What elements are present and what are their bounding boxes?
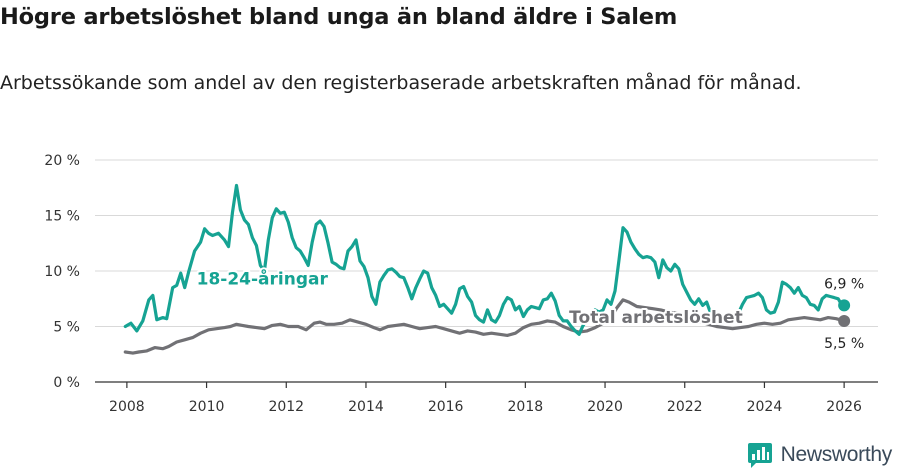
x-tick-label: 2014: [348, 399, 384, 415]
y-tick-label: 0 %: [53, 375, 80, 391]
y-tick-label: 15 %: [44, 209, 80, 225]
x-axis: 2008 2010 2012 2014 2016 2018 2020 2022 2024 2026: [95, 381, 878, 415]
brand-logo[interactable]: Newsworthy: [747, 442, 892, 468]
series-line-total: [123, 298, 846, 355]
x-tick-label: 2024: [747, 399, 783, 415]
series-label-youth: 18-24-åringar: [197, 267, 329, 289]
series-line-youth: [123, 183, 846, 336]
end-value-label-youth: 6,9 %: [824, 276, 864, 292]
series-labels: 18-24-åringar Total arbetslöshet 6,9 % 5,5 …: [195, 265, 865, 352]
x-tick-label: 2016: [428, 399, 464, 415]
gridlines: 0 % 5 % 10 % 15 % 20 %: [44, 153, 878, 391]
chart-title: Högre arbetslöshet bland unga än bland ä…: [0, 4, 678, 30]
x-tick-label: 2010: [189, 399, 225, 415]
series: [123, 183, 851, 355]
series-label-total: Total arbetslöshet: [569, 308, 743, 328]
y-tick-label: 20 %: [44, 153, 80, 169]
x-tick-label: 2012: [268, 399, 304, 415]
brand-name: Newsworthy: [780, 443, 893, 466]
y-tick-label: 5 %: [53, 320, 80, 336]
x-tick-label: 2018: [508, 399, 544, 415]
y-tick-label: 10 %: [44, 264, 80, 280]
end-point-youth: [838, 299, 851, 312]
end-point-total: [838, 314, 851, 327]
x-tick-label: 2022: [667, 399, 703, 415]
x-tick-label: 2026: [826, 399, 862, 415]
newsworthy-logo-icon: [747, 443, 772, 468]
chart-subtitle: Arbetssökande som andel av den registerb…: [0, 72, 802, 94]
end-value-label-total: 5,5 %: [824, 336, 864, 352]
x-tick-label: 2008: [109, 399, 145, 415]
x-tick-label: 2020: [587, 399, 623, 415]
